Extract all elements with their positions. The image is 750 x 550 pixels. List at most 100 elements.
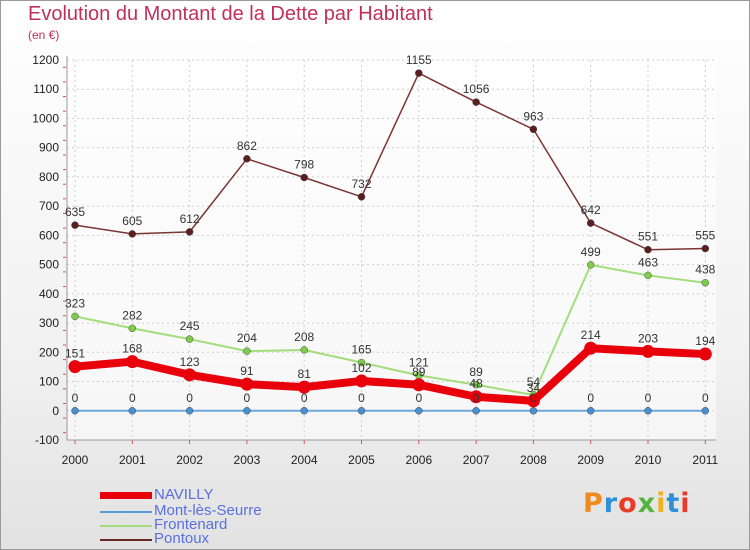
data-point-navilly — [297, 380, 311, 394]
y-tick-label: 800 — [39, 170, 59, 184]
data-point-frontenard — [185, 335, 194, 343]
data-label-mont-les-seurre: 0 — [645, 391, 652, 405]
data-point-pontoux — [185, 228, 194, 236]
data-point-mont-les-seurre — [415, 407, 423, 415]
data-label-mont-les-seurre: 0 — [473, 391, 480, 405]
y-tick-label: -100 — [35, 433, 59, 447]
data-point-mont-les-seurre — [472, 407, 480, 415]
proxiti-logo: Proxiti — [583, 488, 691, 519]
data-label-navilly: 123 — [180, 355, 200, 369]
data-label-pontoux: 635 — [65, 205, 85, 219]
logo-letter: i — [656, 488, 667, 519]
data-point-frontenard — [644, 271, 652, 280]
legend-label-pontoux: Pontoux — [154, 530, 210, 547]
data-label-pontoux: 1056 — [463, 82, 490, 96]
data-point-frontenard — [300, 346, 308, 354]
data-point-navilly — [469, 390, 483, 404]
legend-swatch-mont-les-seurre — [100, 511, 152, 513]
x-tick-label: 2004 — [291, 453, 318, 467]
plot-area — [67, 60, 716, 440]
data-label-mont-les-seurre: 0 — [129, 391, 136, 405]
data-point-navilly — [698, 347, 712, 361]
data-label-mont-les-seurre: 0 — [244, 391, 251, 405]
data-label-navilly: 81 — [298, 367, 312, 381]
data-label-pontoux: 798 — [294, 158, 314, 172]
logo-letter: t — [666, 488, 681, 519]
data-point-mont-les-seurre — [185, 407, 194, 415]
data-label-navilly: 102 — [351, 361, 371, 375]
data-label-navilly: 48 — [469, 377, 483, 391]
data-label-frontenard: 438 — [695, 263, 715, 277]
data-label-pontoux: 732 — [351, 177, 371, 191]
data-point-mont-les-seurre — [587, 407, 595, 415]
data-point-navilly — [641, 344, 655, 358]
x-tick-label: 2006 — [405, 453, 432, 467]
data-label-frontenard: 323 — [65, 296, 85, 310]
data-label-pontoux: 551 — [638, 230, 658, 244]
data-point-mont-les-seurre — [529, 407, 538, 415]
data-point-mont-les-seurre — [243, 407, 251, 415]
y-tick-label: 700 — [39, 199, 59, 213]
data-label-mont-les-seurre: 0 — [186, 391, 193, 405]
data-point-mont-les-seurre — [71, 407, 79, 415]
legend-swatch-navilly — [100, 492, 152, 499]
data-label-mont-les-seurre: 0 — [358, 391, 365, 405]
logo-letter: i — [680, 488, 691, 519]
y-tick-label: 1000 — [32, 111, 59, 125]
data-point-frontenard — [243, 347, 251, 355]
y-tick-label: 1100 — [33, 82, 59, 96]
x-tick-label: 2011 — [692, 453, 718, 467]
data-point-pontoux — [300, 173, 308, 182]
legend-label-mont-les-seurre: Mont-lès-Seurre — [154, 502, 262, 519]
data-point-mont-les-seurre — [701, 407, 709, 415]
y-tick-label: 900 — [39, 141, 59, 155]
x-tick-label: 2001 — [119, 453, 146, 467]
y-tick-label: 400 — [39, 287, 59, 301]
legend-swatch-frontenard — [100, 525, 152, 527]
data-point-navilly — [183, 368, 197, 382]
data-label-frontenard: 54 — [527, 375, 541, 389]
data-label-pontoux: 612 — [180, 212, 200, 226]
data-point-pontoux — [71, 221, 79, 229]
data-point-pontoux — [644, 246, 652, 254]
data-point-navilly — [526, 394, 540, 408]
data-label-mont-les-seurre: 0 — [301, 391, 308, 405]
chart-subtitle: (en €) — [28, 28, 60, 42]
data-label-pontoux: 963 — [523, 109, 543, 123]
data-point-pontoux — [472, 98, 480, 106]
x-tick-label: 2005 — [348, 453, 375, 467]
y-tick-label: 1200 — [32, 53, 59, 67]
chart-title: Evolution du Montant de la Dette par Hab… — [28, 3, 433, 25]
data-point-frontenard — [128, 324, 137, 333]
y-tick-label: 200 — [39, 345, 59, 359]
data-label-mont-les-seurre: 0 — [702, 391, 709, 405]
data-label-pontoux: 642 — [581, 203, 601, 217]
data-point-navilly — [584, 341, 598, 355]
data-label-mont-les-seurre: 0 — [587, 391, 594, 405]
x-tick-label: 2007 — [463, 453, 490, 467]
logo-letter: P — [583, 488, 604, 519]
data-label-mont-les-seurre: 0 — [72, 391, 79, 405]
data-point-frontenard — [701, 279, 709, 287]
data-label-navilly: 91 — [240, 364, 254, 378]
y-tick-label: 100 — [39, 375, 59, 389]
data-label-frontenard: 165 — [351, 343, 371, 357]
data-label-frontenard: 245 — [180, 319, 200, 333]
data-label-mont-les-seurre: 0 — [415, 391, 422, 405]
data-label-pontoux: 1155 — [406, 53, 432, 67]
data-point-frontenard — [472, 381, 480, 389]
legend-label-frontenard: Frontenard — [154, 516, 228, 533]
x-tick-label: 2000 — [62, 453, 89, 467]
data-point-navilly — [355, 374, 368, 388]
logo-letter: o — [618, 488, 638, 519]
data-point-navilly — [412, 378, 426, 392]
data-label-frontenard: 121 — [409, 355, 429, 369]
data-label-pontoux: 862 — [237, 139, 257, 153]
y-tick-label: 300 — [39, 316, 59, 330]
data-point-mont-les-seurre — [300, 407, 308, 415]
y-tick-label: 500 — [39, 258, 59, 272]
x-tick-label: 2009 — [577, 453, 604, 467]
data-label-frontenard: 89 — [469, 365, 483, 379]
data-label-navilly: 203 — [638, 331, 658, 345]
